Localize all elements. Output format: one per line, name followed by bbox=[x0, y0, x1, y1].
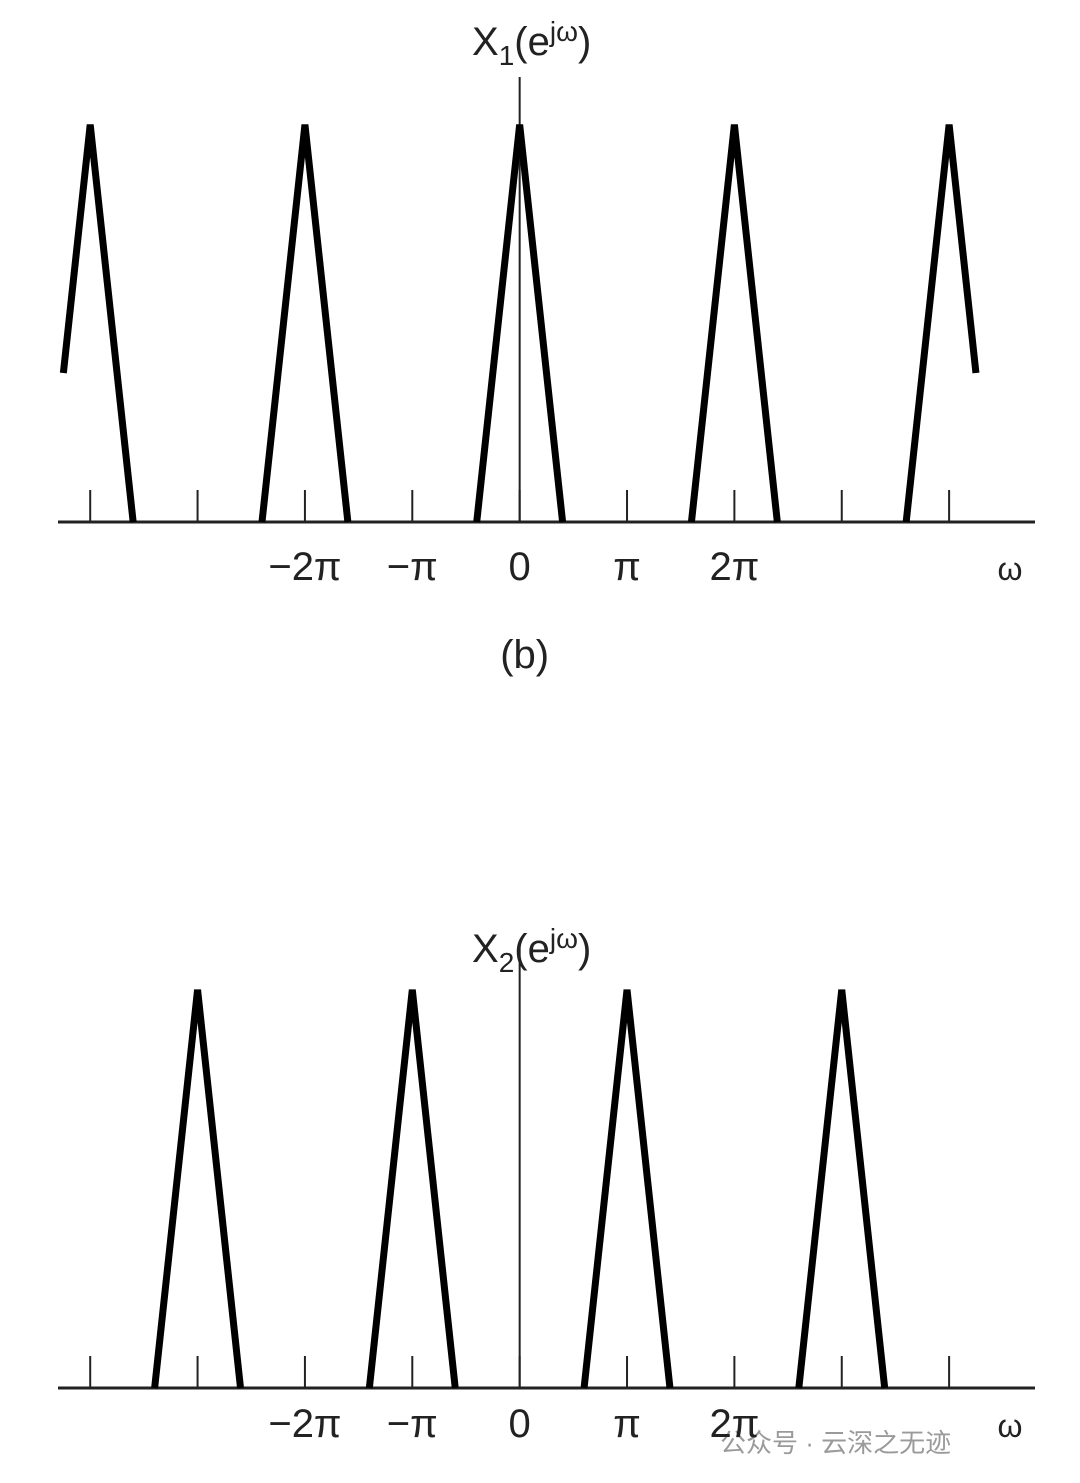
spectrum-line bbox=[59, 124, 980, 523]
label-superscript: jω bbox=[549, 923, 578, 954]
label-close: ) bbox=[578, 20, 591, 64]
y-axis-label: X2(ejω) bbox=[472, 923, 591, 978]
x-tick-label: 0 bbox=[509, 1402, 531, 1446]
label-close: ) bbox=[578, 927, 591, 971]
label-argument: (e bbox=[514, 20, 550, 64]
x-axis-label: ω bbox=[998, 551, 1023, 587]
x-tick-label: π bbox=[613, 1402, 641, 1446]
label-subscript: 2 bbox=[499, 947, 515, 978]
x-tick-label: −π bbox=[387, 1402, 438, 1446]
x-tick-label: −π bbox=[387, 545, 438, 589]
x-axis-label: ω bbox=[998, 1408, 1023, 1444]
x-tick-label: −2π bbox=[268, 545, 341, 589]
x-tick-label: π bbox=[613, 545, 641, 589]
x-tick-label: 2π bbox=[709, 1402, 759, 1446]
x-tick-label: 2π bbox=[709, 545, 759, 589]
label-argument: (e bbox=[514, 927, 550, 971]
y-axis-label: X1(ejω) bbox=[472, 16, 591, 71]
label-base: X bbox=[472, 20, 499, 64]
x-tick-label: −2π bbox=[268, 1402, 341, 1446]
x-tick-label: 0 bbox=[509, 545, 531, 589]
watermark: 公众号 · 云深之无迹 bbox=[720, 1428, 951, 1458]
label-base: X bbox=[472, 927, 499, 971]
label-superscript: jω bbox=[549, 16, 578, 47]
spectrum-line bbox=[151, 989, 889, 1389]
label-subscript: 1 bbox=[499, 40, 515, 71]
caption: (b) bbox=[500, 633, 549, 677]
